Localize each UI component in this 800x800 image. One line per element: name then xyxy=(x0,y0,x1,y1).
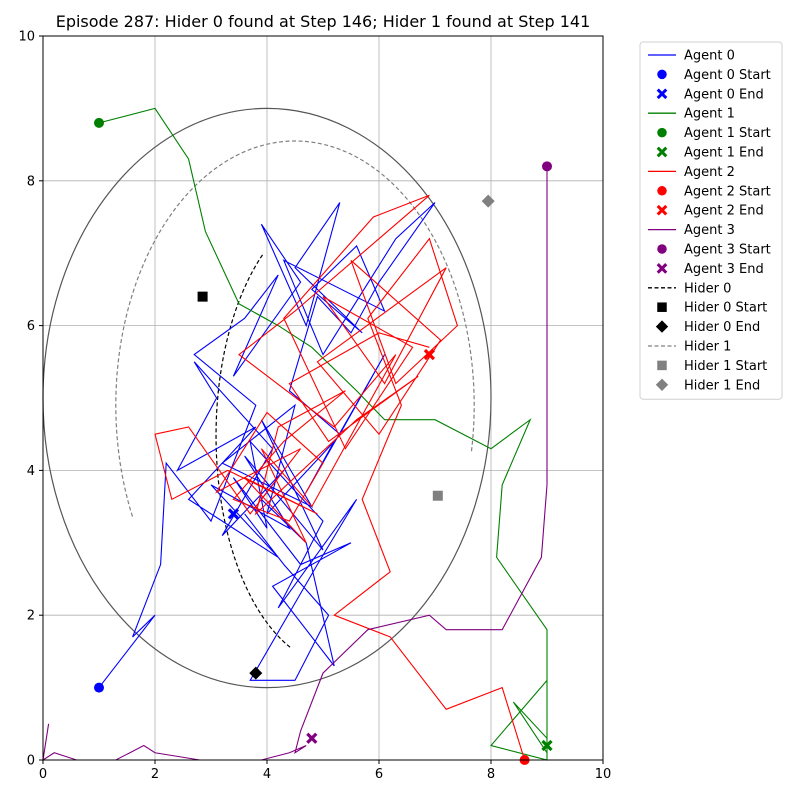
legend-x-swatch xyxy=(656,146,668,158)
legend-entry: Agent 2 Start xyxy=(657,184,771,199)
legend-entry: Hider 0 End xyxy=(655,320,760,335)
hider-1-end-marker xyxy=(481,194,495,208)
legend-x-swatch xyxy=(656,263,668,274)
y-tick-label: 2 xyxy=(27,609,35,624)
legend-label: Hider 1 Start xyxy=(684,359,767,374)
legend-label: Agent 0 xyxy=(684,49,735,64)
hider-0-end-marker xyxy=(249,666,263,680)
legend-entry: Agent 1 End xyxy=(656,146,764,161)
legend-entry: Agent 2 End xyxy=(656,204,764,219)
legend-label: Agent 2 End xyxy=(684,204,764,219)
legend-entry: Agent 3 End xyxy=(656,262,764,277)
legend-circle-swatch xyxy=(657,186,667,196)
legend-x-swatch-stroke xyxy=(656,88,668,100)
legend-entry: Agent 0 Start xyxy=(657,68,771,83)
y-tick-label: 8 xyxy=(27,174,35,189)
agent-2-end-marker-stroke xyxy=(423,348,436,361)
x-tick-label: 0 xyxy=(39,767,47,782)
axes: 0 2 4 6 8 10 0 2 4 6 8 10 xyxy=(18,30,611,783)
y-tick-label: 10 xyxy=(18,30,35,45)
x-tick-label: 8 xyxy=(487,767,495,782)
legend-label: Agent 0 End xyxy=(684,87,764,102)
legend-circle-swatch xyxy=(657,244,667,254)
legend-x-swatch-stroke xyxy=(656,204,668,216)
legend-x-swatch-stroke xyxy=(656,263,668,274)
legend-label: Agent 1 End xyxy=(684,146,764,161)
agent-2-end-marker xyxy=(423,348,436,361)
y-tick-label: 6 xyxy=(27,319,35,334)
agent-3-end-marker-stroke xyxy=(306,732,318,744)
agent-1-end-marker xyxy=(541,739,553,752)
legend-label: Hider 0 End xyxy=(684,320,760,335)
agent-1-start-marker xyxy=(94,117,104,128)
legend-square-swatch xyxy=(657,302,667,312)
legend-label: Hider 1 End xyxy=(684,378,760,393)
legend-x-swatch-stroke xyxy=(656,146,668,158)
agent-1-end-marker-stroke xyxy=(541,739,553,752)
legend-label: Hider 0 xyxy=(684,281,731,296)
legend-label: Hider 0 Start xyxy=(684,301,767,316)
legend-square-swatch xyxy=(657,360,667,371)
agent-1-path xyxy=(98,107,548,761)
legend: Agent 0 Agent 0 Start Agent 0 End Agent 1 Ag… xyxy=(639,41,783,400)
agent-0-end-marker-stroke xyxy=(227,508,240,520)
x-tick-label: 2 xyxy=(151,767,159,782)
legend-box xyxy=(639,41,783,400)
legend-entry: Hider 1 End xyxy=(655,378,760,393)
legend-x-swatch xyxy=(656,204,668,216)
agent-2-path xyxy=(154,194,526,761)
legend-entry: Agent 0 xyxy=(648,49,735,64)
legend-label: Agent 3 xyxy=(684,223,735,238)
legend-entry: Hider 0 xyxy=(648,281,731,296)
legend-label: Hider 1 xyxy=(684,340,731,355)
legend-label: Agent 1 Start xyxy=(684,126,771,141)
chart-title: Episode 287: Hider 0 found at Step 146; … xyxy=(56,12,591,31)
legend-entry: Agent 1 xyxy=(648,107,735,122)
legend-entry: Agent 0 End xyxy=(656,87,764,102)
x-tick-label: 4 xyxy=(263,767,271,782)
hider-1-start-marker xyxy=(432,490,443,501)
legend-circle-swatch xyxy=(657,127,667,138)
y-tick-label: 0 xyxy=(27,754,35,769)
legend-circle-swatch xyxy=(657,69,667,80)
agent-3-start-marker xyxy=(542,161,552,172)
agent-0-path xyxy=(98,202,436,688)
legend-label: Agent 2 Start xyxy=(684,184,771,199)
legend-label: Agent 0 Start xyxy=(684,68,771,83)
x-tick-label: 6 xyxy=(375,767,383,782)
legend-entry: Hider 1 Start xyxy=(657,359,767,374)
agent-3-end-marker xyxy=(306,732,318,744)
legend-x-swatch xyxy=(656,88,668,100)
legend-label: Agent 3 Start xyxy=(684,243,771,258)
y-tick-label: 4 xyxy=(27,464,35,479)
grid-lines xyxy=(42,35,604,761)
agent-0-end-marker xyxy=(227,508,240,520)
hider-1-path xyxy=(115,140,475,518)
axes-frame xyxy=(42,35,604,761)
hider-0-start-marker xyxy=(197,291,208,302)
legend-entry: Hider 1 xyxy=(648,340,731,355)
agent-0-start-marker xyxy=(94,682,104,693)
legend-label: Agent 1 xyxy=(684,107,735,122)
legend-label: Agent 3 End xyxy=(684,262,764,277)
legend-entry: Agent 3 xyxy=(648,223,735,238)
x-tick-label: 10 xyxy=(595,767,612,782)
legend-entry: Agent 2 xyxy=(648,165,735,180)
legend-entry: Hider 0 Start xyxy=(657,301,767,316)
legend-diamond-swatch xyxy=(655,320,669,333)
legend-entry: Agent 3 Start xyxy=(657,243,771,258)
legend-entry: Agent 1 Start xyxy=(657,126,771,141)
legend-label: Agent 2 xyxy=(684,165,735,180)
legend-diamond-swatch xyxy=(655,378,669,391)
